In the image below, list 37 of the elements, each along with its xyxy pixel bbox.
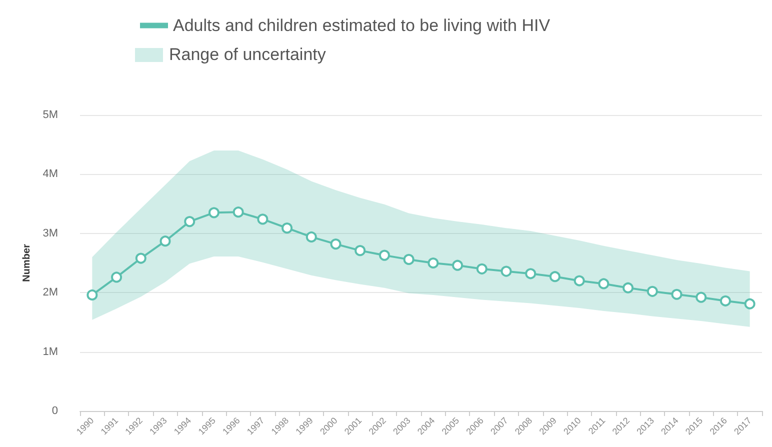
point <box>525 268 536 280</box>
y-tick-label: 1M <box>42 346 58 358</box>
point <box>86 289 98 300</box>
point <box>646 286 658 297</box>
point <box>354 245 366 256</box>
point <box>428 258 439 268</box>
point <box>232 206 244 218</box>
point <box>622 282 634 294</box>
point <box>184 216 196 228</box>
point <box>720 295 731 306</box>
y-axis-title: Number <box>21 244 32 282</box>
point <box>574 275 585 286</box>
point <box>160 236 171 247</box>
point <box>282 222 293 234</box>
point <box>257 214 268 225</box>
text: Range of uncertainty <box>169 45 326 65</box>
y-tick-label: 0 <box>52 405 58 417</box>
point <box>549 271 560 282</box>
point <box>135 252 146 264</box>
y-tick-label: 5M <box>42 109 58 121</box>
point <box>452 260 464 271</box>
point <box>208 207 220 218</box>
y-tick-label: 2M <box>42 286 58 299</box>
point <box>744 298 756 310</box>
y-tick-label: 3M <box>42 227 58 240</box>
point <box>378 250 390 261</box>
y-tick-label: 4M <box>42 168 58 180</box>
point <box>306 231 317 242</box>
point <box>696 292 707 303</box>
point <box>476 263 488 274</box>
point <box>111 272 122 283</box>
point <box>330 238 342 250</box>
point <box>671 288 682 300</box>
point <box>598 278 610 290</box>
point <box>500 266 512 277</box>
legend-label: Adults and children estimated to be living with HIV <box>173 16 551 35</box>
point <box>403 254 414 265</box>
